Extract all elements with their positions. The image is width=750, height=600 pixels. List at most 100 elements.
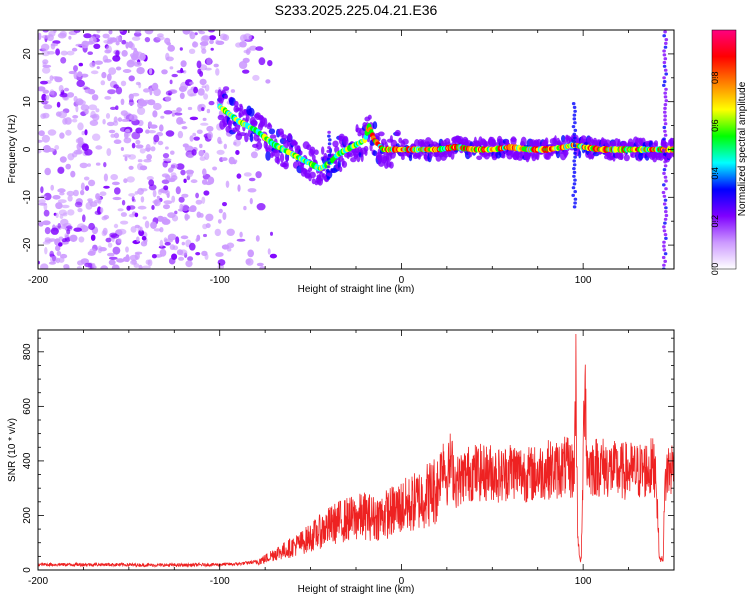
colorbar-label: Normalized spectral amplitude	[737, 81, 748, 216]
noise-blob	[115, 35, 121, 42]
noise-blob	[233, 159, 238, 163]
noise-blob	[120, 110, 128, 116]
noise-blob	[202, 168, 207, 176]
y-tick-label: -10	[22, 190, 33, 205]
noise-blob	[43, 203, 48, 211]
ridge-halo	[348, 153, 354, 158]
snr-panel: -200 -100 0 100 0 200 400 600 800 Height of str…	[7, 329, 675, 595]
noise-blob	[237, 184, 241, 192]
ridge-spike	[572, 144, 577, 148]
noise-blob	[170, 172, 177, 178]
ridge-spike	[662, 53, 667, 57]
noise-blob	[108, 129, 116, 134]
noise-blob	[80, 189, 85, 196]
noise-blob	[180, 235, 189, 240]
noise-blob	[236, 173, 242, 179]
noise-blob	[141, 235, 147, 241]
noise-blob	[145, 144, 151, 152]
noise-blob	[66, 225, 73, 230]
noise-blob	[165, 52, 170, 61]
noise-blob	[180, 204, 189, 212]
ridge-spike	[663, 95, 668, 99]
noise-blob	[50, 42, 56, 50]
noise-blob	[122, 154, 132, 158]
noise-blob	[193, 86, 199, 94]
noise-blob	[131, 131, 141, 140]
ridge-halo	[408, 154, 413, 162]
noise-blob	[125, 41, 129, 49]
noise-blob	[235, 150, 240, 155]
ridge-spike	[571, 193, 575, 197]
ridge-spike	[663, 141, 667, 145]
noise-blob	[99, 191, 107, 196]
noise-blob	[89, 36, 97, 45]
noise-blob	[190, 179, 198, 184]
noise-blob	[93, 43, 101, 49]
noise-blob	[252, 74, 260, 81]
noise-blob	[115, 40, 120, 46]
noise-blob	[153, 134, 160, 143]
noise-blob	[258, 57, 266, 66]
noise-blob	[111, 264, 120, 269]
noise-blob	[171, 195, 176, 203]
ridge-spike	[326, 176, 331, 180]
snr-y-label: SNR (10 * v/v)	[7, 418, 18, 482]
noise-blob	[195, 192, 200, 199]
noise-blob	[154, 200, 158, 206]
noise-blob	[164, 96, 172, 102]
noise-blob	[40, 80, 48, 85]
ridge-halo	[620, 154, 624, 161]
ridge-halo	[389, 161, 394, 169]
noise-blob	[204, 84, 210, 92]
noise-blob	[156, 35, 165, 41]
noise-blob	[49, 75, 54, 81]
ridge-halo	[228, 120, 232, 126]
noise-blob	[131, 196, 135, 202]
x-tick-label: 100	[575, 576, 592, 587]
noise-blob	[183, 178, 187, 183]
noise-blob	[77, 208, 83, 213]
ridge-halo	[249, 132, 254, 143]
noise-blob	[222, 212, 227, 220]
noise-blob	[206, 125, 214, 132]
ridge-spike	[663, 91, 667, 95]
noise-blob	[59, 156, 67, 163]
noise-blob	[65, 163, 71, 170]
noise-blob	[95, 162, 101, 166]
noise-blob	[41, 93, 47, 102]
noise-blob	[230, 89, 236, 93]
ridge-spike	[664, 210, 668, 214]
noise-blob	[242, 69, 250, 74]
noise-blob	[176, 107, 183, 113]
noise-blob	[179, 119, 183, 124]
noise-blob	[134, 212, 139, 218]
ridge-halo	[578, 150, 582, 159]
noise-blob	[203, 93, 209, 100]
noise-blob	[161, 69, 168, 75]
colorbar-tick-label: 0.8	[710, 72, 720, 85]
noise-blob	[199, 143, 203, 149]
ridge-spike	[661, 255, 666, 260]
noise-blob	[144, 220, 150, 229]
noise-blob	[181, 126, 188, 130]
noise-blob	[120, 212, 127, 217]
ridge-halo	[282, 134, 288, 140]
noise-blob	[215, 68, 220, 76]
noise-blob	[209, 39, 214, 45]
noise-blob	[75, 43, 83, 47]
ridge-spike	[572, 117, 577, 121]
noise-blob	[133, 32, 142, 37]
noise-blob	[131, 92, 140, 97]
ridge-spike	[663, 252, 668, 256]
snr-background	[38, 330, 674, 570]
ridge-spike	[572, 113, 577, 117]
noise-blob	[101, 71, 107, 79]
noise-blob	[84, 185, 90, 191]
ridge-halo	[239, 105, 244, 112]
noise-blob	[135, 139, 141, 145]
noise-blob	[113, 132, 120, 139]
noise-blob	[150, 146, 156, 152]
noise-blob	[42, 66, 51, 74]
ridge-spike	[662, 137, 666, 141]
noise-blob	[71, 47, 78, 52]
